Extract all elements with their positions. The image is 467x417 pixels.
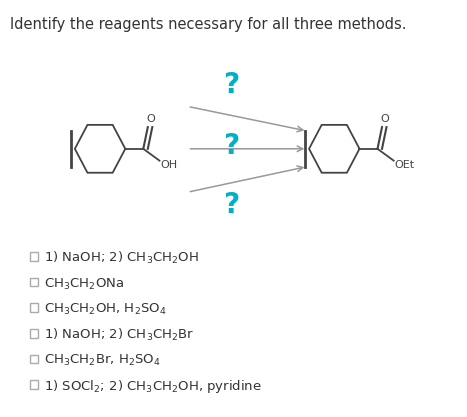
Text: 1) NaOH; 2) CH$_3$CH$_2$Br: 1) NaOH; 2) CH$_3$CH$_2$Br (44, 327, 195, 343)
Text: ?: ? (223, 70, 239, 99)
Bar (30, 252, 38, 261)
Text: CH$_3$CH$_2$Br, H$_2$SO$_4$: CH$_3$CH$_2$Br, H$_2$SO$_4$ (44, 353, 161, 369)
Text: CH$_3$CH$_2$ONa: CH$_3$CH$_2$ONa (44, 276, 125, 291)
Text: Identify the reagents necessary for all three methods.: Identify the reagents necessary for all … (10, 17, 406, 32)
Text: O: O (146, 114, 155, 124)
Text: OEt: OEt (395, 160, 415, 170)
Text: OH: OH (160, 160, 177, 170)
Bar (30, 278, 38, 286)
Bar (30, 380, 38, 389)
Text: ?: ? (223, 132, 239, 160)
Bar (30, 354, 38, 363)
Text: ?: ? (223, 191, 239, 219)
Text: O: O (380, 114, 389, 124)
Bar (30, 303, 38, 312)
Text: CH$_3$CH$_2$OH, H$_2$SO$_4$: CH$_3$CH$_2$OH, H$_2$SO$_4$ (44, 302, 167, 317)
Text: 1) SOCl$_2$; 2) CH$_3$CH$_2$OH, pyridine: 1) SOCl$_2$; 2) CH$_3$CH$_2$OH, pyridine (44, 378, 262, 395)
Bar (30, 329, 38, 338)
Text: 1) NaOH; 2) CH$_3$CH$_2$OH: 1) NaOH; 2) CH$_3$CH$_2$OH (44, 250, 199, 266)
